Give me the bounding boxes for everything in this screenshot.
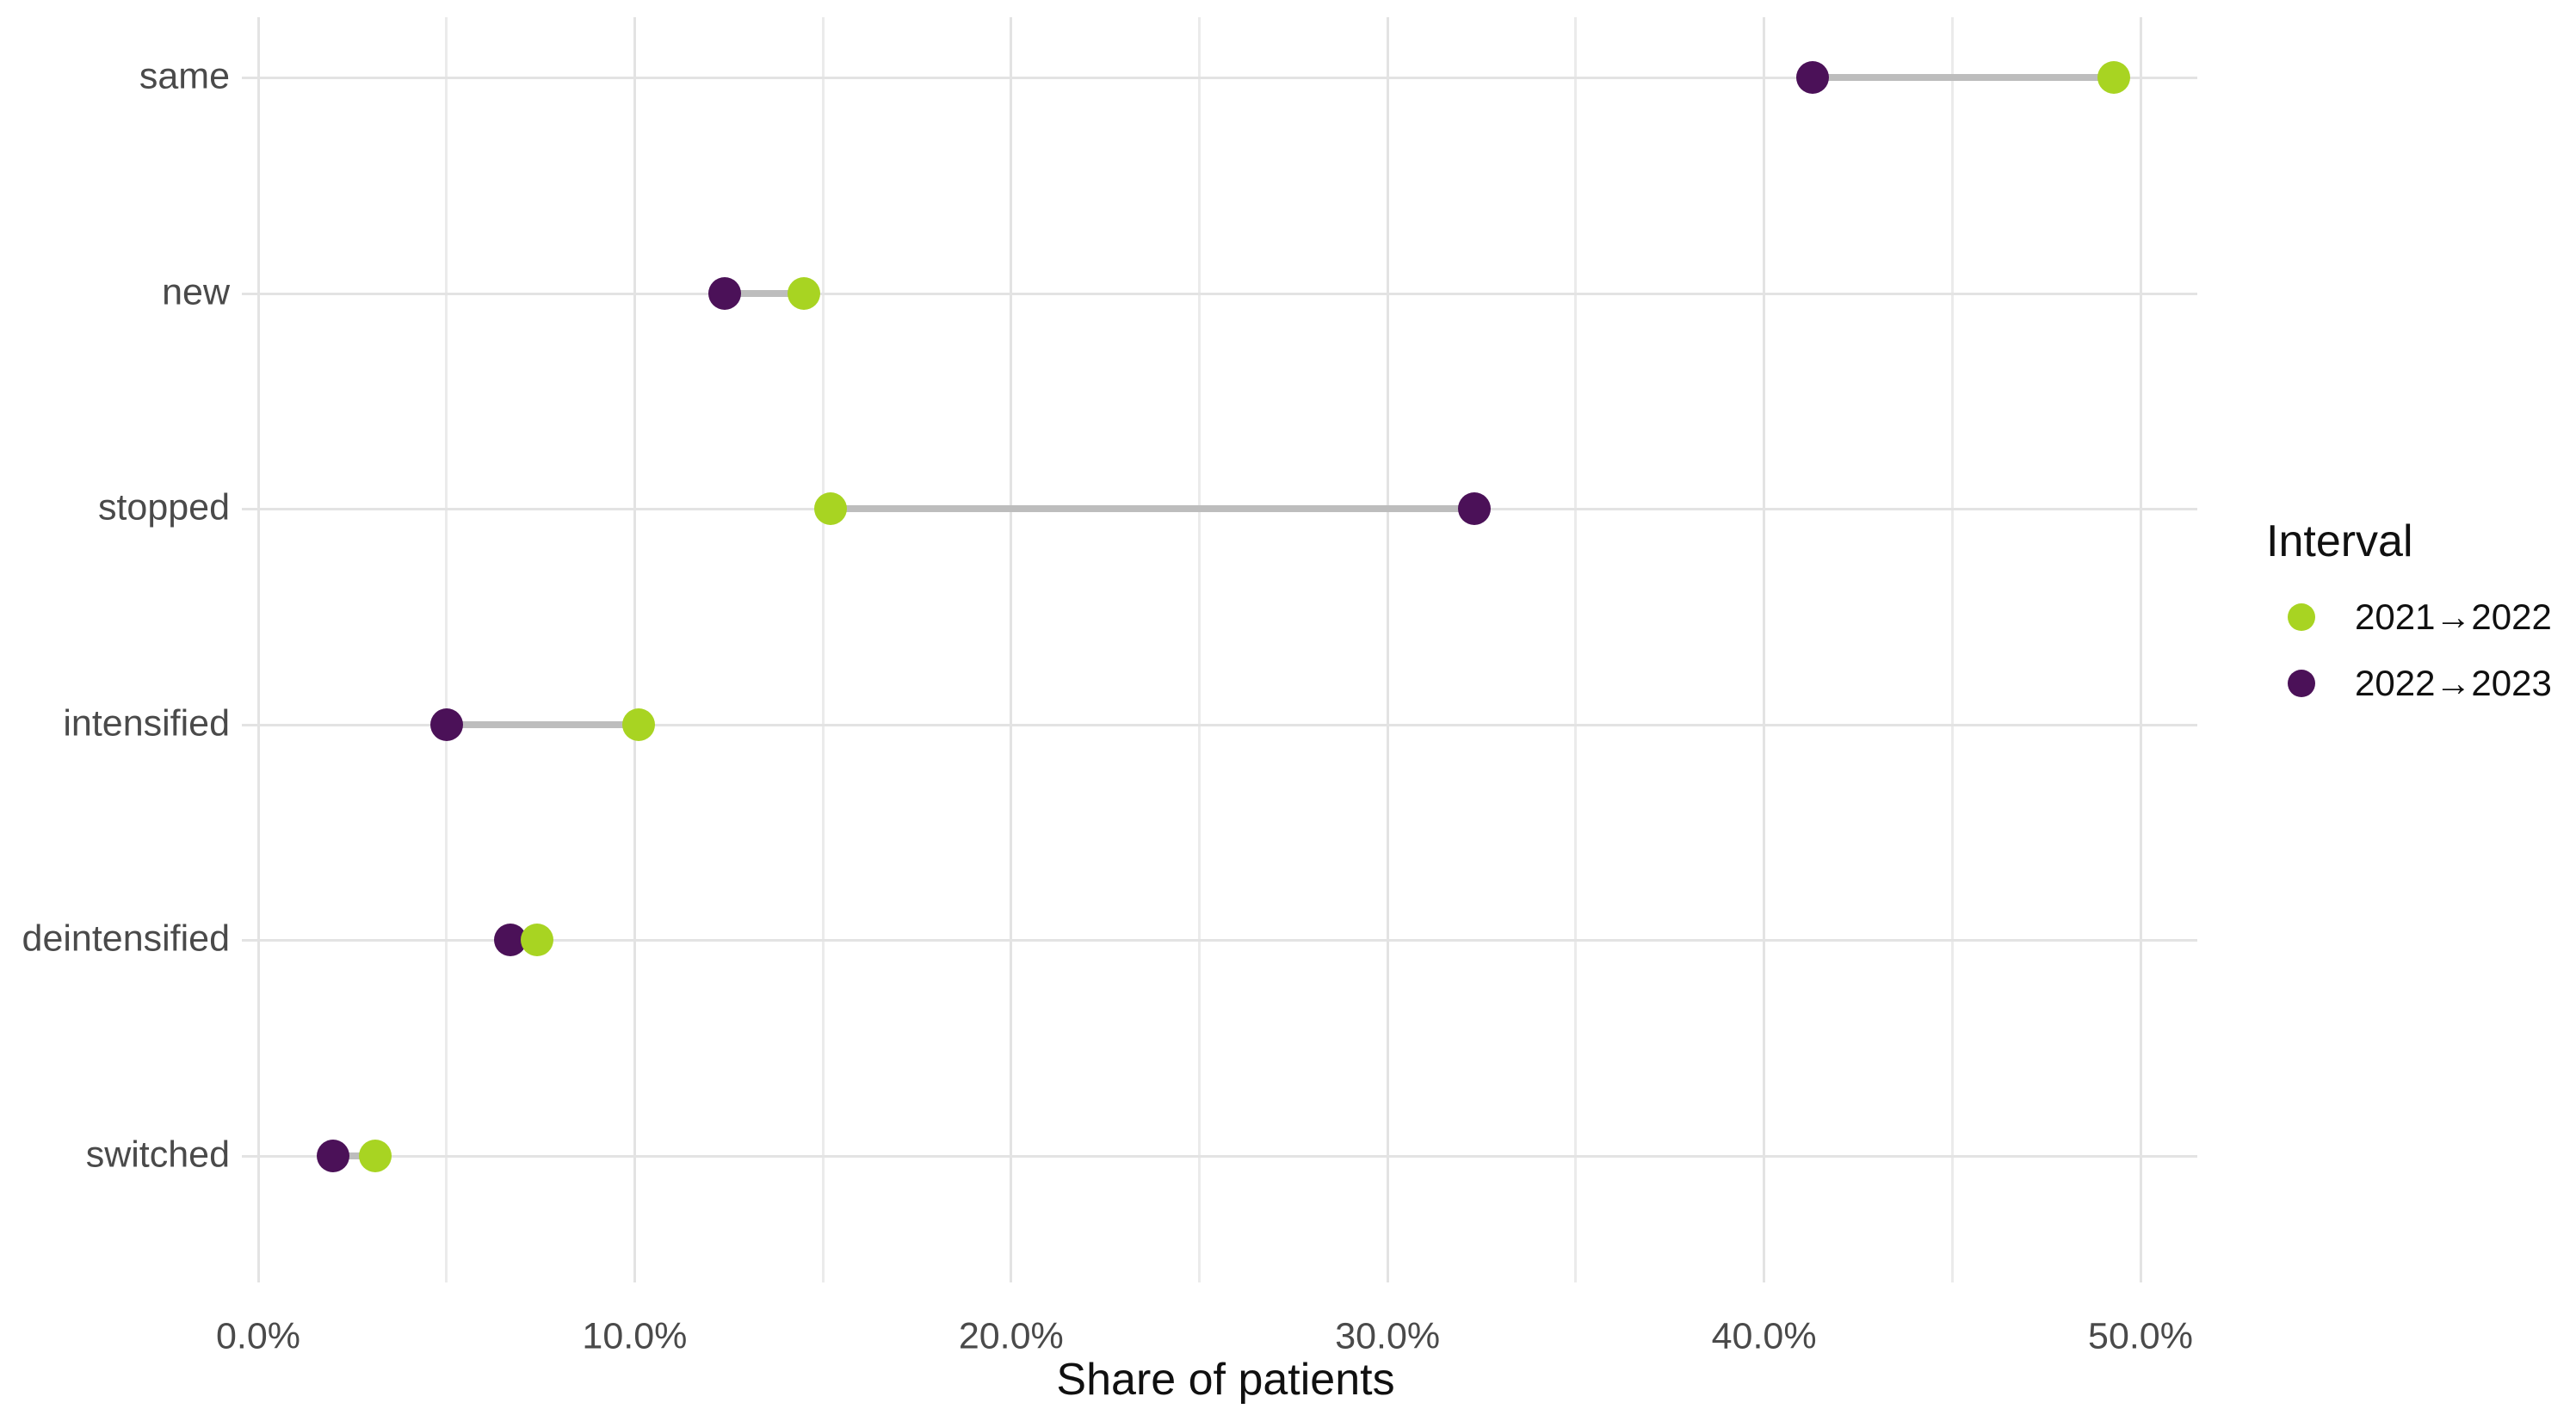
legend-title: Interval xyxy=(2266,516,2413,566)
x-axis-tick-label: 10.0% xyxy=(582,1315,688,1357)
y-axis-label: stopped xyxy=(97,486,230,528)
gridline-horizontal xyxy=(242,723,2197,726)
data-point-2021-2022 xyxy=(788,277,821,310)
y-axis-label: deintensified xyxy=(22,918,230,960)
x-axis-tick-label: 30.0% xyxy=(1335,1315,1441,1357)
data-point-2021-2022 xyxy=(358,1140,392,1172)
legend-item-label: 2021→2022 xyxy=(2355,596,2552,637)
gridline-major-vertical xyxy=(2139,17,2142,1282)
legend-marker-icon xyxy=(2288,603,2315,631)
gridline-major-vertical xyxy=(1763,17,1766,1282)
gridline-minor-vertical xyxy=(445,17,448,1282)
gridline-minor-vertical xyxy=(1574,17,1578,1282)
y-axis-label: same xyxy=(139,55,230,97)
x-axis-tick-label: 20.0% xyxy=(958,1315,1064,1357)
gridline-minor-vertical xyxy=(1198,17,1201,1282)
gridline-major-vertical xyxy=(256,17,260,1282)
data-point-2022-2023 xyxy=(1457,492,1491,525)
data-point-2022-2023 xyxy=(708,277,742,310)
gridline-horizontal xyxy=(242,292,2197,295)
dumbbell-connector xyxy=(1813,74,2115,81)
dumbbell-connector xyxy=(830,505,1474,512)
data-point-2022-2023 xyxy=(317,1140,350,1172)
y-axis-label: new xyxy=(162,271,230,313)
legend-marker-icon xyxy=(2288,670,2315,697)
gridline-minor-vertical xyxy=(821,17,825,1282)
gridline-horizontal xyxy=(242,76,2197,79)
y-axis-label: intensified xyxy=(63,702,230,745)
gridline-minor-vertical xyxy=(1950,17,1954,1282)
gridline-major-vertical xyxy=(1010,17,1013,1282)
legend: Interval 2021→2022 2022→2023 xyxy=(2238,482,2576,740)
x-axis-tick-label: 50.0% xyxy=(2088,1315,2193,1357)
legend-item-label: 2022→2023 xyxy=(2355,663,2552,703)
gridline-major-vertical xyxy=(633,17,636,1282)
dumbbell-connector xyxy=(333,1152,375,1159)
x-axis-tick-label: 0.0% xyxy=(215,1315,301,1357)
data-point-2021-2022 xyxy=(621,708,655,741)
y-axis-label: switched xyxy=(85,1134,230,1176)
data-point-2021-2022 xyxy=(2097,61,2131,94)
data-point-2022-2023 xyxy=(1796,61,1830,94)
data-point-2022-2023 xyxy=(429,708,463,741)
gridline-horizontal xyxy=(242,1154,2197,1158)
gridline-major-vertical xyxy=(1386,17,1389,1282)
x-axis-tick-label: 40.0% xyxy=(1711,1315,1817,1357)
data-point-2021-2022 xyxy=(813,492,847,525)
data-point-2021-2022 xyxy=(520,924,553,956)
dumbbell-connector xyxy=(725,290,805,297)
dumbbell-connector xyxy=(446,721,639,728)
x-axis-title: Share of patients xyxy=(1056,1355,1395,1405)
gridline-horizontal xyxy=(242,938,2197,942)
